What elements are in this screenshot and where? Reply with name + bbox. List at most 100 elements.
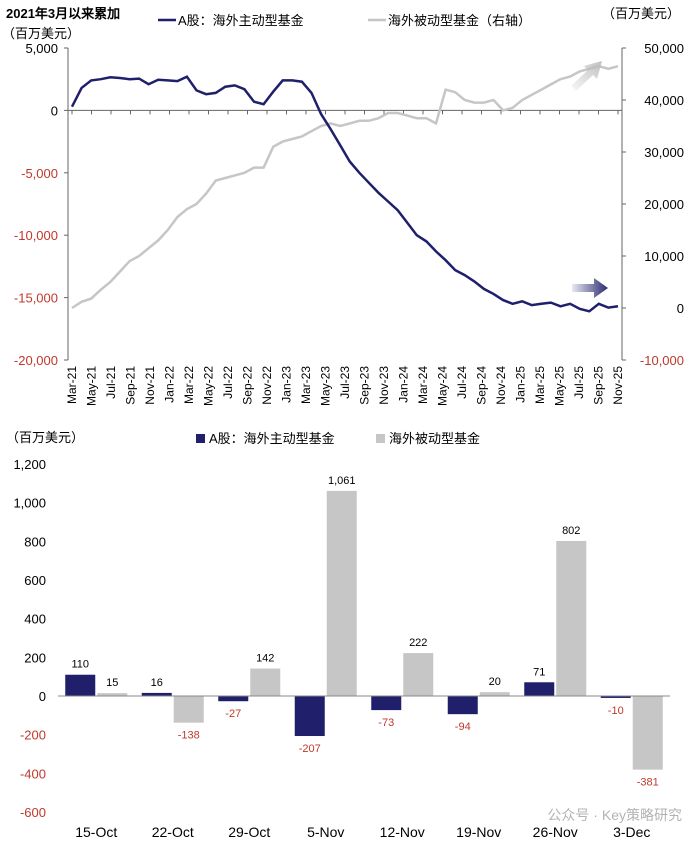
bar-active [294,696,325,737]
bar-active [141,692,172,696]
category-label: 26-Nov [533,824,578,840]
bar-active [65,674,96,696]
x-tick-label: Jan-24 [397,366,411,403]
legend-label-active: A股：海外主动型基金 [209,431,335,446]
data-label-active: 110 [71,659,89,671]
category-label: 22-Oct [152,824,194,840]
category-label: 19-Nov [456,824,501,840]
right-tick-label: 10,000 [644,249,684,264]
y-tick-label: 600 [24,573,46,588]
y-tick-label: -600 [20,805,46,820]
chart1-right-axis: 50,000 40,000 30,000 20,000 10,000 0 -10,000 [622,41,684,368]
y-tick-label: 1,000 [13,496,46,511]
data-label-active: -27 [225,708,241,720]
bar-active [218,696,249,702]
x-tick-label: Jul-24 [455,366,469,399]
left-tick-label: -5,000 [21,166,58,181]
chart1-x-axis: Mar-21 May-21 Jul-21 Sep-21 Nov-21 Jan-22 Mar-… [65,110,625,406]
x-tick-label: Mar-23 [299,366,313,404]
category-label: 12-Nov [380,824,425,840]
legend-label-active: A股：海外主动型基金 [178,13,304,28]
category-label: 15-Oct [75,824,117,840]
y-tick-label: 200 [24,650,46,665]
data-label-passive: 15 [106,677,118,689]
legend-swatch-active [196,434,205,443]
x-tick-label: Mar-24 [416,366,430,404]
category-label: 5-Nov [307,824,344,840]
right-tick-label: -10,000 [640,353,684,368]
data-label-passive: 142 [256,653,274,665]
y-tick-label: 0 [39,689,46,704]
chart1-right-unit: （百万美元） [602,6,680,21]
right-tick-label: 40,000 [644,93,684,108]
data-label-passive: 802 [562,525,580,537]
x-tick-label: Nov-21 [143,366,157,405]
y-tick-label: 1,200 [13,457,46,472]
data-label-active: 16 [151,677,163,689]
bar-passive [97,693,128,696]
chart1-legend: A股：海外主动型基金 海外被动型基金（右轴） [158,13,531,28]
data-label-active: -94 [455,721,471,733]
bar-passive [173,696,204,723]
series-line-active [70,75,619,313]
x-tick-label: May-25 [553,366,567,406]
left-tick-label: 5,000 [25,41,58,56]
x-tick-label: Nov-24 [494,366,508,405]
bar-passive [403,653,434,696]
x-tick-label: May-23 [319,366,333,406]
left-tick-label: -15,000 [14,291,58,306]
data-label-passive: 1,061 [328,475,356,487]
data-label-passive: -138 [178,730,200,742]
x-tick-label: Sep-23 [358,366,372,405]
x-tick-label: Mar-25 [533,366,547,404]
bar-active [600,696,631,698]
watermark: 公众号 · Key策略研究 [547,807,682,823]
x-tick-label: May-22 [202,366,216,406]
x-tick-label: Nov-23 [377,366,391,405]
x-tick-label: Sep-24 [475,366,489,405]
trend-arrow-passive-icon [571,61,602,91]
bar-passive [632,696,663,770]
x-tick-label: Jul-23 [338,366,352,399]
x-tick-label: Nov-22 [260,366,274,405]
series-line-passive [71,64,619,310]
x-tick-label: May-24 [436,366,450,406]
bar-passive [326,490,357,696]
bar-active [371,696,402,711]
x-tick-label: May-21 [85,366,99,406]
y-tick-label: -400 [20,766,46,781]
category-label: 3-Dec [613,824,650,840]
legend-label-passive: 海外被动型基金 [389,431,480,446]
bar-passive [479,692,510,696]
x-tick-label: Jul-25 [572,366,586,399]
x-tick-label: Sep-22 [241,366,255,405]
chart1-left-unit: （百万美元） [2,26,80,41]
category-label: 29-Oct [228,824,270,840]
cumulative-flow-line-chart: 2021年3月以来累加 （百万美元） （百万美元） A股：海外主动型基金 海外被… [2,6,684,406]
chart2-y-axis: 1,200 1,000 800 600 400 200 0 -200 -400 -600 [13,457,46,820]
left-tick-label: -20,000 [14,353,58,368]
chart2-unit: （百万美元） [6,430,84,445]
chart1-left-axis: 5,000 0 -5,000 -10,000 -15,000 -20,000 [14,41,68,368]
data-label-active: -207 [299,743,321,755]
x-tick-label: Jul-21 [104,366,118,399]
weekly-flow-bar-chart: （百万美元） A股：海外主动型基金 海外被动型基金 1,200 1,000 800 6… [6,430,670,840]
x-tick-label: Jan-22 [163,366,177,403]
data-label-active: -73 [378,717,394,729]
left-tick-label: 0 [51,103,58,118]
left-tick-label: -10,000 [14,228,58,243]
x-tick-label: Jan-23 [280,366,294,403]
bar-active [524,682,555,696]
trend-arrow-active-icon [572,278,608,298]
x-tick-label: Nov-25 [611,366,625,405]
data-label-passive: 20 [489,676,501,688]
right-tick-label: 20,000 [644,197,684,212]
chart2-bars [65,490,663,770]
chart2-legend: A股：海外主动型基金 海外被动型基金 [196,431,480,446]
x-tick-label: Mar-22 [182,366,196,404]
legend-label-passive: 海外被动型基金（右轴） [388,13,531,28]
bar-active [447,696,478,715]
right-tick-label: 0 [677,301,684,316]
chart1-title: 2021年3月以来累加 [6,6,120,21]
x-tick-label: Jul-22 [221,366,235,399]
